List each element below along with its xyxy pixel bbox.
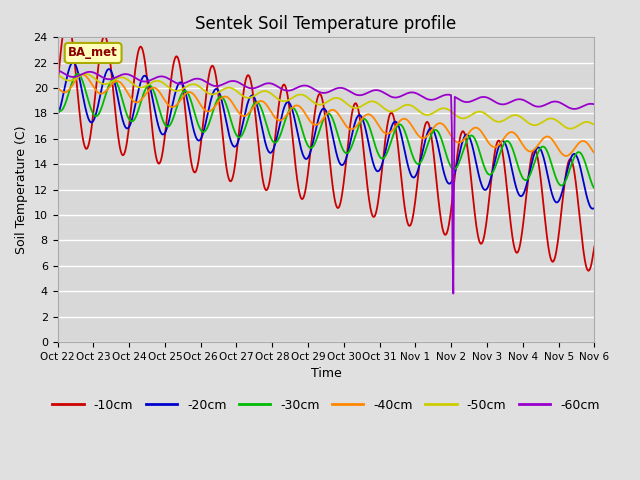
-20cm xyxy=(69,60,77,65)
-50cm xyxy=(202,89,210,95)
-10cm xyxy=(408,220,415,226)
-10cm xyxy=(63,16,71,22)
-40cm xyxy=(54,84,61,90)
-20cm xyxy=(392,119,399,125)
-40cm xyxy=(202,108,210,114)
-20cm xyxy=(202,118,210,124)
-30cm xyxy=(392,126,399,132)
-30cm xyxy=(120,100,127,106)
-40cm xyxy=(174,101,182,107)
X-axis label: Time: Time xyxy=(310,367,341,380)
Line: -30cm: -30cm xyxy=(58,74,595,188)
-50cm xyxy=(408,103,415,108)
-10cm xyxy=(174,55,182,60)
-10cm xyxy=(584,268,592,274)
-10cm xyxy=(64,16,72,22)
-60cm xyxy=(407,90,415,96)
-10cm xyxy=(591,244,598,250)
-20cm xyxy=(120,119,127,125)
-30cm xyxy=(63,95,71,101)
-40cm xyxy=(408,122,415,128)
-20cm xyxy=(408,173,415,179)
-30cm xyxy=(54,107,61,112)
Line: -50cm: -50cm xyxy=(58,74,595,129)
-60cm xyxy=(118,72,126,77)
-50cm xyxy=(566,126,574,132)
-30cm xyxy=(408,150,415,156)
-30cm xyxy=(174,101,182,107)
Line: -40cm: -40cm xyxy=(58,74,595,156)
Title: Sentek Soil Temperature profile: Sentek Soil Temperature profile xyxy=(195,15,456,33)
Line: -60cm: -60cm xyxy=(58,70,595,293)
-60cm xyxy=(591,101,598,107)
-20cm xyxy=(588,206,596,212)
-40cm xyxy=(591,150,598,156)
-50cm xyxy=(54,72,61,77)
-50cm xyxy=(82,71,90,77)
-30cm xyxy=(74,71,81,77)
-60cm xyxy=(54,67,61,73)
Y-axis label: Soil Temperature (C): Soil Temperature (C) xyxy=(15,125,28,254)
Line: -10cm: -10cm xyxy=(58,19,595,271)
-60cm xyxy=(391,95,399,100)
-60cm xyxy=(173,80,181,86)
-50cm xyxy=(392,108,399,113)
-50cm xyxy=(174,88,182,94)
-10cm xyxy=(54,81,61,86)
-40cm xyxy=(78,72,86,77)
-10cm xyxy=(392,126,399,132)
-40cm xyxy=(63,88,71,94)
-40cm xyxy=(120,83,127,89)
-20cm xyxy=(174,83,182,88)
-50cm xyxy=(591,122,598,128)
-60cm xyxy=(449,290,457,296)
-20cm xyxy=(63,73,71,79)
-30cm xyxy=(591,185,598,191)
Legend: -10cm, -20cm, -30cm, -40cm, -50cm, -60cm: -10cm, -20cm, -30cm, -40cm, -50cm, -60cm xyxy=(47,394,605,417)
Text: BA_met: BA_met xyxy=(68,47,118,60)
-40cm xyxy=(562,153,570,159)
-10cm xyxy=(202,93,210,98)
-40cm xyxy=(392,123,399,129)
-20cm xyxy=(591,205,598,211)
-30cm xyxy=(202,127,210,133)
-10cm xyxy=(120,152,127,158)
-50cm xyxy=(120,75,127,81)
Line: -20cm: -20cm xyxy=(58,62,595,209)
-60cm xyxy=(202,79,209,84)
-60cm xyxy=(63,72,71,78)
-20cm xyxy=(54,111,61,117)
-50cm xyxy=(63,78,71,84)
